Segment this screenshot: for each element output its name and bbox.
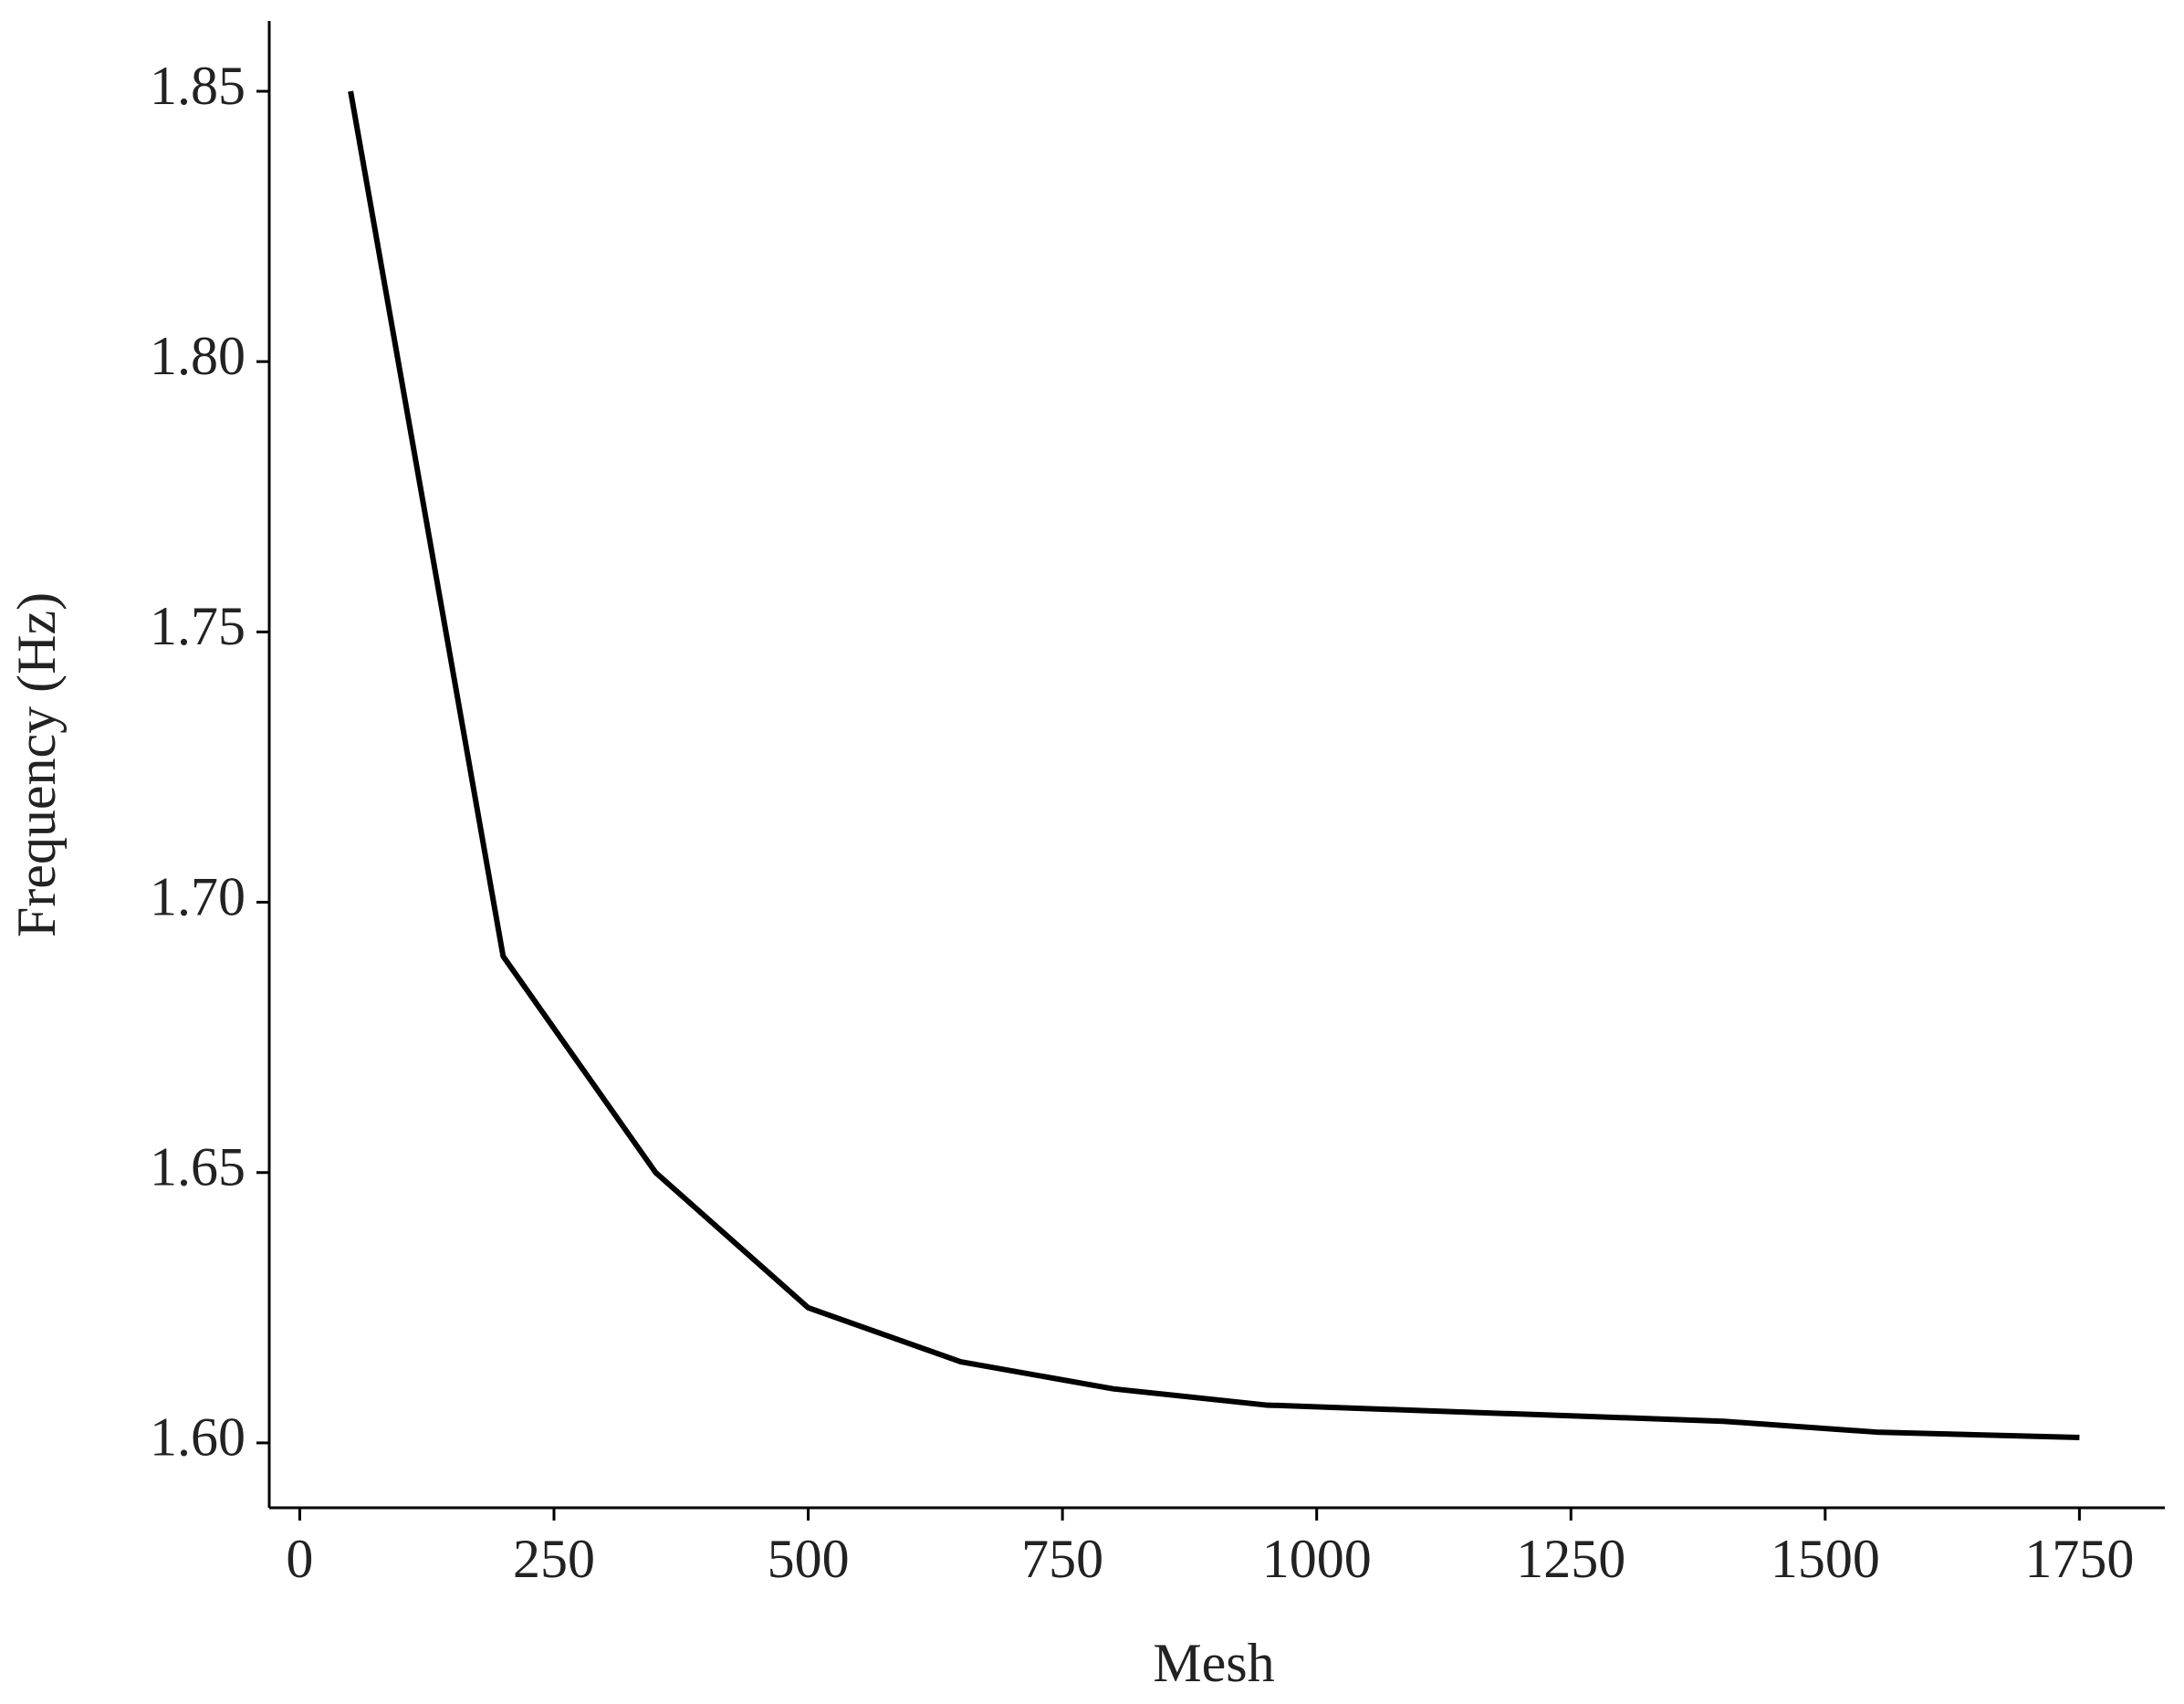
x-tick-label: 0	[286, 1529, 313, 1589]
y-tick-label: 1.85	[150, 56, 246, 116]
x-tick-label: 500	[768, 1529, 850, 1589]
x-tick-label: 1500	[1771, 1529, 1880, 1589]
y-tick-label: 1.60	[150, 1407, 246, 1468]
y-tick-label: 1.80	[150, 326, 246, 386]
x-tick-label: 1750	[2024, 1529, 2134, 1589]
x-axis-label: Mesh	[1153, 1633, 1274, 1693]
x-tick-label: 1000	[1262, 1529, 1372, 1589]
y-tick-label: 1.70	[150, 866, 246, 926]
line-series	[348, 90, 2080, 1440]
x-tick-label: 250	[513, 1529, 595, 1589]
x-tick-label: 1250	[1516, 1529, 1625, 1589]
y-tick-label: 1.65	[150, 1137, 246, 1197]
y-tick-label: 1.75	[150, 596, 246, 656]
y-axis-label: Frequency (Hz)	[6, 592, 67, 937]
x-tick-label: 750	[1021, 1529, 1103, 1589]
